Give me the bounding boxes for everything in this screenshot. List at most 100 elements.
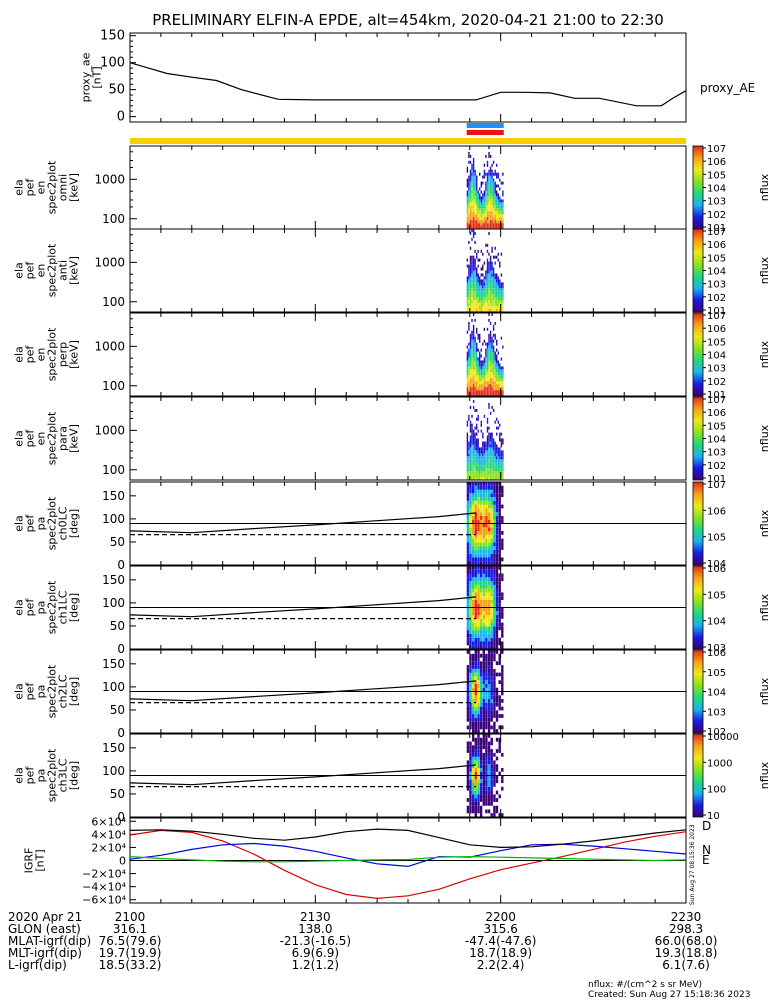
footer-value: 315.6: [483, 922, 517, 936]
heatmap-cell: [500, 369, 503, 373]
heatmap-cell: [482, 175, 484, 179]
heatmap-cell: [496, 357, 498, 361]
heatmap-cell: [469, 672, 472, 677]
heatmap-cell: [471, 276, 473, 280]
heatmap-cell: [485, 801, 488, 806]
heatmap-cell: [483, 297, 486, 301]
heatmap-cell: [487, 618, 491, 623]
heatmap-cell: [501, 680, 504, 684]
heatmap-cell: [492, 199, 495, 203]
heatmap-cell: [488, 336, 490, 340]
heatmap-cell: [494, 294, 496, 298]
heatmap-cell: [466, 354, 469, 358]
heatmap-cell: [493, 615, 496, 619]
heatmap-cell: [468, 357, 470, 361]
heatmap-cell: [488, 264, 490, 268]
heatmap-cell: [498, 618, 501, 623]
heatmap-cell: [477, 429, 479, 433]
heatmap-cell: [490, 546, 493, 550]
heatmap-cell: [477, 665, 480, 669]
heatmap-cell: [486, 447, 489, 451]
heatmap-cell: [477, 504, 480, 509]
heatmap-cell: [471, 369, 473, 373]
colorbar-tick-label: 107: [707, 311, 726, 322]
heatmap-cell: [488, 193, 490, 197]
heatmap-cell: [479, 527, 483, 532]
heatmap-cell: [483, 444, 486, 448]
heatmap-cell: [490, 725, 493, 730]
heatmap-cell: [477, 485, 480, 490]
heatmap-cell: [490, 596, 493, 600]
heatmap-cell: [474, 497, 477, 501]
heatmap-cell: [466, 306, 469, 310]
colorbar-tick-label: 103: [707, 448, 726, 459]
heatmap-cell: [493, 779, 496, 784]
heatmap-cell: [472, 285, 475, 289]
heatmap-cell: [490, 500, 493, 505]
heatmap-cell: [469, 270, 472, 274]
heatmap-cell: [477, 630, 480, 634]
heatmap-cell: [479, 786, 483, 791]
heatmap-cell: [495, 641, 499, 646]
heatmap-cell: [466, 684, 470, 688]
heatmap-cell: [493, 729, 496, 733]
heatmap-cell: [468, 342, 470, 346]
y-tick-label: 0: [117, 642, 125, 656]
heatmap-cell: [491, 441, 493, 445]
heatmap-cell: [477, 588, 480, 593]
heatmap-cell: [497, 291, 499, 295]
heatmap-cell: [469, 622, 472, 627]
heatmap-cell: [479, 805, 483, 810]
heatmap-cell: [496, 276, 498, 280]
heatmap-cell: [490, 779, 493, 784]
colorbar-label: nflux: [758, 677, 771, 705]
heatmap-cell: [482, 581, 485, 585]
heatmap-cell: [466, 600, 470, 604]
heatmap-cell: [502, 378, 504, 382]
heatmap-cell: [486, 217, 489, 221]
heatmap-cell: [466, 603, 470, 608]
heatmap-cell: [488, 232, 490, 235]
heatmap-cell: [476, 255, 478, 259]
heatmap-cell: [487, 695, 491, 700]
heatmap-cell: [483, 372, 486, 376]
heatmap-cell: [476, 423, 478, 427]
heatmap-cell: [497, 447, 499, 451]
heatmap-cell: [469, 680, 472, 684]
heatmap-cell: [476, 378, 478, 382]
heatmap-cell: [477, 226, 479, 229]
heatmap-cell: [501, 485, 504, 490]
heatmap-cell: [477, 493, 480, 498]
heatmap-cell: [474, 303, 476, 307]
heatmap-cell: [493, 702, 496, 707]
heatmap-cell: [474, 339, 476, 343]
heatmap-cell: [485, 577, 488, 582]
heatmap-cell: [494, 187, 496, 191]
heatmap-cell: [479, 538, 483, 543]
heatmap-cell: [501, 630, 504, 634]
heatmap-cell: [491, 249, 493, 253]
heatmap-cell: [471, 163, 473, 167]
heatmap-cell: [474, 375, 476, 379]
heatmap-cell: [476, 214, 478, 218]
heatmap-cell: [487, 546, 491, 550]
heatmap-cell: [486, 378, 489, 382]
heatmap-cell: [466, 462, 469, 466]
heatmap-cell: [472, 435, 475, 439]
heatmap-cell: [487, 504, 491, 509]
heatmap-cell: [482, 516, 485, 520]
heatmap-cell: [496, 294, 498, 298]
heatmap-cell: [489, 438, 492, 442]
heatmap-cell: [493, 584, 496, 589]
y-axis-label-line: pef: [24, 429, 37, 448]
heatmap-cell: [477, 360, 479, 364]
heatmap-cell: [488, 273, 490, 277]
heatmap-cell: [468, 393, 470, 396]
heatmap-cell: [477, 300, 479, 304]
heatmap-cell: [474, 618, 477, 623]
heatmap-cell: [472, 303, 475, 307]
heatmap-cell: [482, 672, 485, 677]
heatmap-cell: [486, 366, 489, 370]
heatmap-cell: [490, 611, 493, 616]
y-axis-label-line: [nT]: [34, 849, 47, 871]
